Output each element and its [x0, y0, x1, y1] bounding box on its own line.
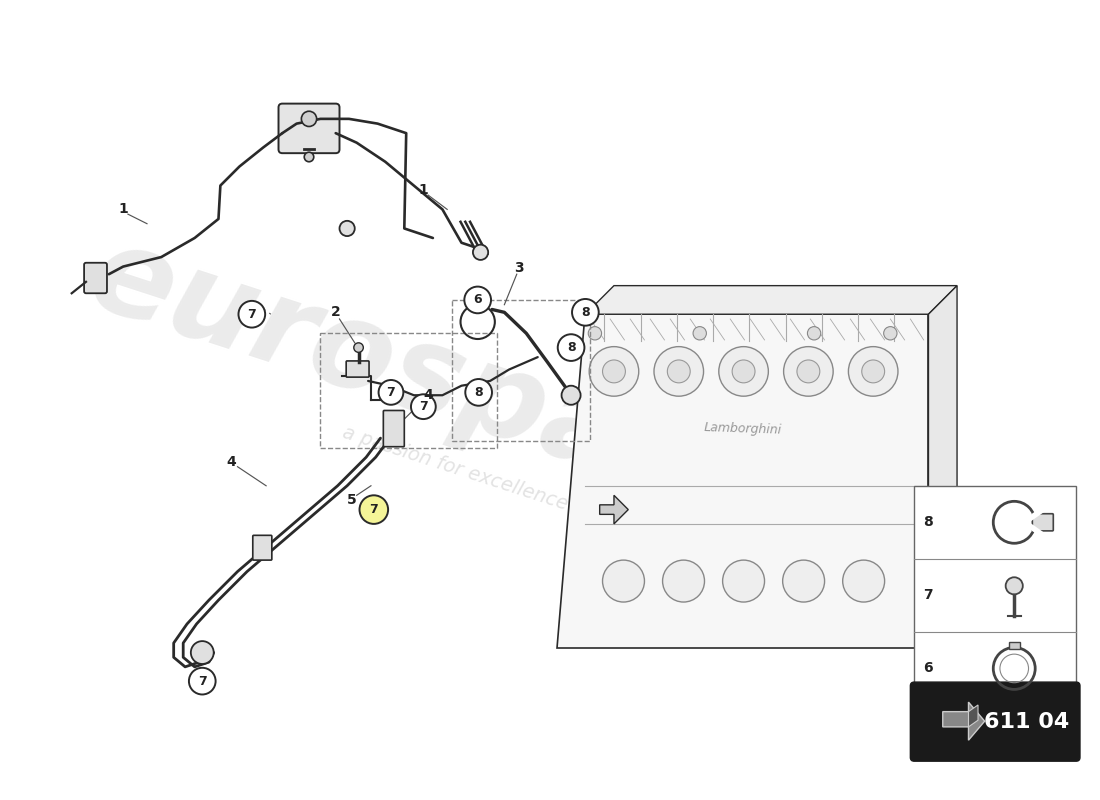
Circle shape [843, 560, 884, 602]
Circle shape [590, 346, 639, 396]
Circle shape [360, 495, 388, 524]
Text: 8: 8 [474, 386, 483, 399]
FancyBboxPatch shape [278, 104, 340, 153]
FancyBboxPatch shape [1009, 642, 1020, 650]
Text: 1: 1 [418, 183, 428, 198]
Circle shape [693, 326, 706, 340]
Circle shape [354, 343, 363, 352]
Circle shape [733, 360, 755, 383]
Circle shape [572, 299, 598, 326]
Circle shape [807, 326, 821, 340]
FancyBboxPatch shape [253, 535, 272, 560]
Circle shape [723, 560, 764, 602]
Circle shape [464, 286, 491, 314]
Circle shape [190, 641, 213, 664]
Circle shape [668, 360, 690, 383]
Circle shape [189, 668, 216, 694]
Circle shape [1005, 578, 1023, 594]
Text: 6: 6 [473, 294, 482, 306]
Circle shape [603, 360, 626, 383]
Circle shape [465, 379, 492, 406]
Text: 7: 7 [923, 588, 933, 602]
Circle shape [603, 560, 645, 602]
Polygon shape [968, 705, 978, 727]
FancyBboxPatch shape [346, 361, 368, 377]
FancyBboxPatch shape [911, 682, 1080, 761]
Polygon shape [557, 314, 928, 648]
Text: 7: 7 [198, 674, 207, 688]
Circle shape [783, 346, 833, 396]
FancyBboxPatch shape [914, 486, 1076, 705]
Polygon shape [928, 286, 957, 648]
Circle shape [796, 360, 820, 383]
Circle shape [562, 386, 581, 405]
Circle shape [473, 245, 488, 260]
FancyBboxPatch shape [383, 410, 405, 446]
Circle shape [340, 221, 354, 236]
Circle shape [305, 152, 314, 162]
Circle shape [654, 346, 704, 396]
Polygon shape [585, 286, 957, 314]
Text: 8: 8 [581, 306, 590, 319]
Text: 4: 4 [226, 455, 235, 469]
Circle shape [718, 346, 769, 396]
Polygon shape [600, 495, 628, 524]
Circle shape [848, 346, 898, 396]
Text: 6: 6 [923, 662, 933, 675]
Circle shape [861, 360, 884, 383]
Polygon shape [943, 702, 984, 740]
Text: 7: 7 [419, 400, 428, 413]
Text: 7: 7 [386, 386, 395, 399]
Text: Lamborghini: Lamborghini [703, 421, 782, 437]
Text: 1: 1 [119, 202, 128, 216]
Circle shape [588, 326, 602, 340]
Text: 7: 7 [370, 503, 378, 516]
Text: 611 04: 611 04 [984, 712, 1069, 732]
Text: 3: 3 [514, 262, 524, 275]
FancyBboxPatch shape [84, 262, 107, 294]
Circle shape [239, 301, 265, 327]
Text: 7: 7 [248, 308, 256, 321]
FancyBboxPatch shape [1032, 514, 1054, 531]
Text: a passion for excellence since 1985: a passion for excellence since 1985 [341, 423, 678, 549]
Text: 2: 2 [331, 306, 341, 319]
Text: 8: 8 [923, 515, 933, 530]
Circle shape [378, 380, 404, 405]
Text: eurospares: eurospares [76, 215, 847, 566]
Circle shape [662, 560, 704, 602]
Text: 8: 8 [566, 341, 575, 354]
Circle shape [558, 334, 584, 361]
Circle shape [411, 394, 436, 419]
Text: 4: 4 [424, 388, 433, 402]
Circle shape [883, 326, 896, 340]
Text: 5: 5 [346, 493, 356, 507]
Circle shape [782, 560, 825, 602]
Circle shape [301, 111, 317, 126]
